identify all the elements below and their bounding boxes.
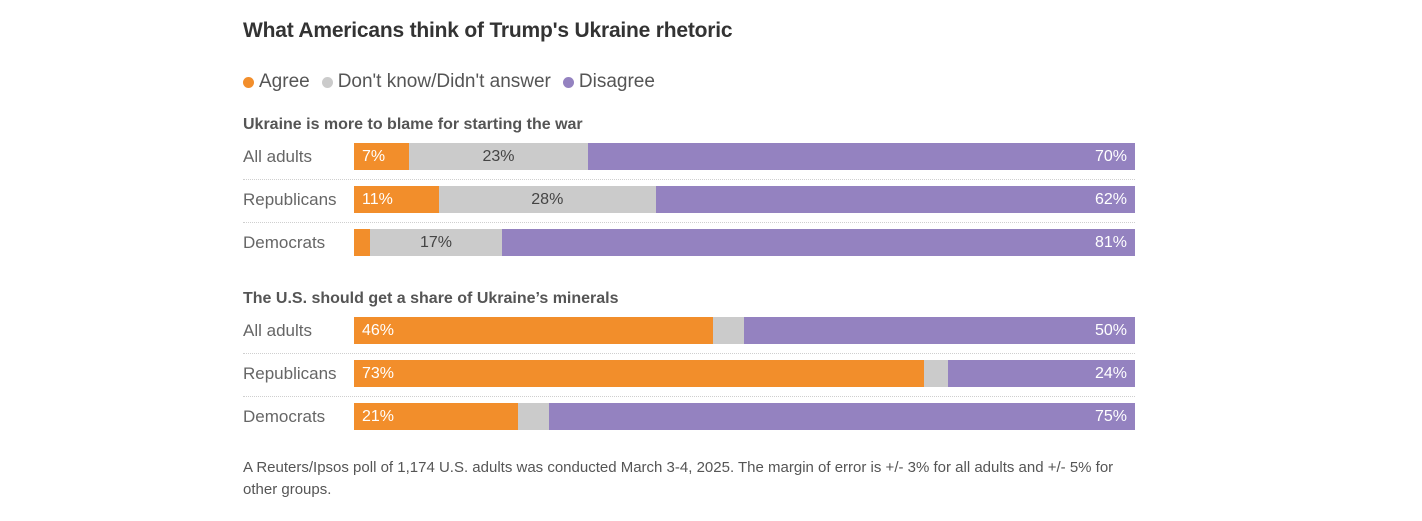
bar-segment-agree: 73% — [354, 360, 925, 387]
data-label: 75% — [1094, 407, 1127, 425]
chart-row: All adults 7% 23% 70% — [243, 137, 1135, 180]
data-label: 23% — [482, 147, 515, 165]
panel-rows: All adults 7% 23% 70% Republicans 11% 28% 62% De… — [243, 137, 1135, 265]
bar-segment-dont-know — [713, 317, 745, 344]
bar-segment-agree: 21% — [354, 403, 518, 430]
bar-segment-disagree: 24% — [947, 360, 1135, 387]
data-label: 7% — [362, 147, 386, 165]
category-label: Republicans — [243, 364, 337, 383]
panel-blame: Ukraine is more to blame for starting th… — [243, 113, 1135, 265]
panel-title: The U.S. should get a share of Ukraine’s… — [243, 290, 619, 307]
category-label: Democrats — [243, 407, 326, 426]
stacked-bar: 11% 28% 62% — [354, 186, 1135, 213]
data-label: 73% — [362, 364, 395, 382]
legend-item-dont-know: Don't know/Didn't answer — [321, 71, 551, 93]
legend-label: Disagree — [578, 71, 655, 92]
stacked-bar: 21% 75% — [354, 403, 1135, 430]
chart-row: Democrats 17% 81% — [243, 223, 1135, 265]
data-label: 24% — [1094, 364, 1127, 382]
data-label: 70% — [1094, 147, 1127, 165]
bar-segment-dont-know: 17% — [369, 229, 503, 256]
bar-segment-disagree: 62% — [655, 186, 1135, 213]
legend-dot-disagree-icon — [562, 76, 574, 88]
chart-row: Republicans 11% 28% 62% — [243, 180, 1135, 223]
bar-segment-agree — [354, 229, 370, 256]
chart-title: What Americans think of Trump's Ukraine … — [243, 19, 733, 42]
legend-dot-agree-icon — [243, 76, 254, 88]
legend-item-disagree: Disagree — [562, 71, 655, 93]
category-label: All adults — [243, 147, 312, 166]
data-label: 21% — [362, 407, 395, 425]
data-label: 62% — [1094, 190, 1127, 208]
data-label: 81% — [1094, 233, 1127, 251]
bar-segment-disagree: 81% — [502, 229, 1135, 256]
bar-segment-dont-know — [518, 403, 550, 430]
stacked-bar: 7% 23% 70% — [354, 143, 1135, 170]
bar-segment-agree: 7% — [354, 143, 409, 170]
data-label: 50% — [1094, 321, 1127, 339]
bar-segment-dont-know — [924, 360, 948, 387]
legend-item-agree: Agree — [243, 71, 310, 93]
chart-row: Republicans 73% 24% — [243, 354, 1135, 397]
bar-segment-disagree: 50% — [744, 317, 1135, 344]
panel-minerals: The U.S. should get a share of Ukraine’s… — [243, 287, 1135, 439]
stacked-bar: 17% 81% — [354, 229, 1135, 256]
legend-label: Don't know/Didn't answer — [337, 71, 551, 92]
chart-row: Democrats 21% 75% — [243, 397, 1135, 439]
data-label: 11% — [362, 190, 393, 208]
bar-segment-dont-know: 23% — [408, 143, 589, 170]
bar-segment-disagree: 70% — [588, 143, 1135, 170]
data-label: 46% — [362, 321, 395, 339]
legend-dot-dont-know-icon — [321, 76, 333, 88]
data-label: 17% — [419, 233, 452, 251]
category-label: All adults — [243, 321, 312, 340]
data-label: 28% — [531, 190, 564, 208]
chart-row: All adults 46% 50% — [243, 311, 1135, 354]
bar-segment-disagree: 75% — [549, 403, 1135, 430]
stacked-bar: 73% 24% — [354, 360, 1135, 387]
panel-title: Ukraine is more to blame for starting th… — [243, 116, 583, 133]
panel-rows: All adults 46% 50% Republicans 73% 24% Democra… — [243, 311, 1135, 439]
category-label: Democrats — [243, 233, 326, 252]
category-label: Republicans — [243, 190, 337, 209]
bar-segment-agree: 11% — [354, 186, 440, 213]
legend: Agree Don't know/Didn't answer Disagree — [243, 71, 667, 93]
legend-label: Agree — [259, 71, 310, 92]
bar-segment-agree: 46% — [354, 317, 714, 344]
footnote: A Reuters/Ipsos poll of 1,174 U.S. adult… — [243, 459, 1114, 498]
stacked-bar: 46% 50% — [354, 317, 1135, 344]
bar-segment-dont-know: 28% — [439, 186, 656, 213]
